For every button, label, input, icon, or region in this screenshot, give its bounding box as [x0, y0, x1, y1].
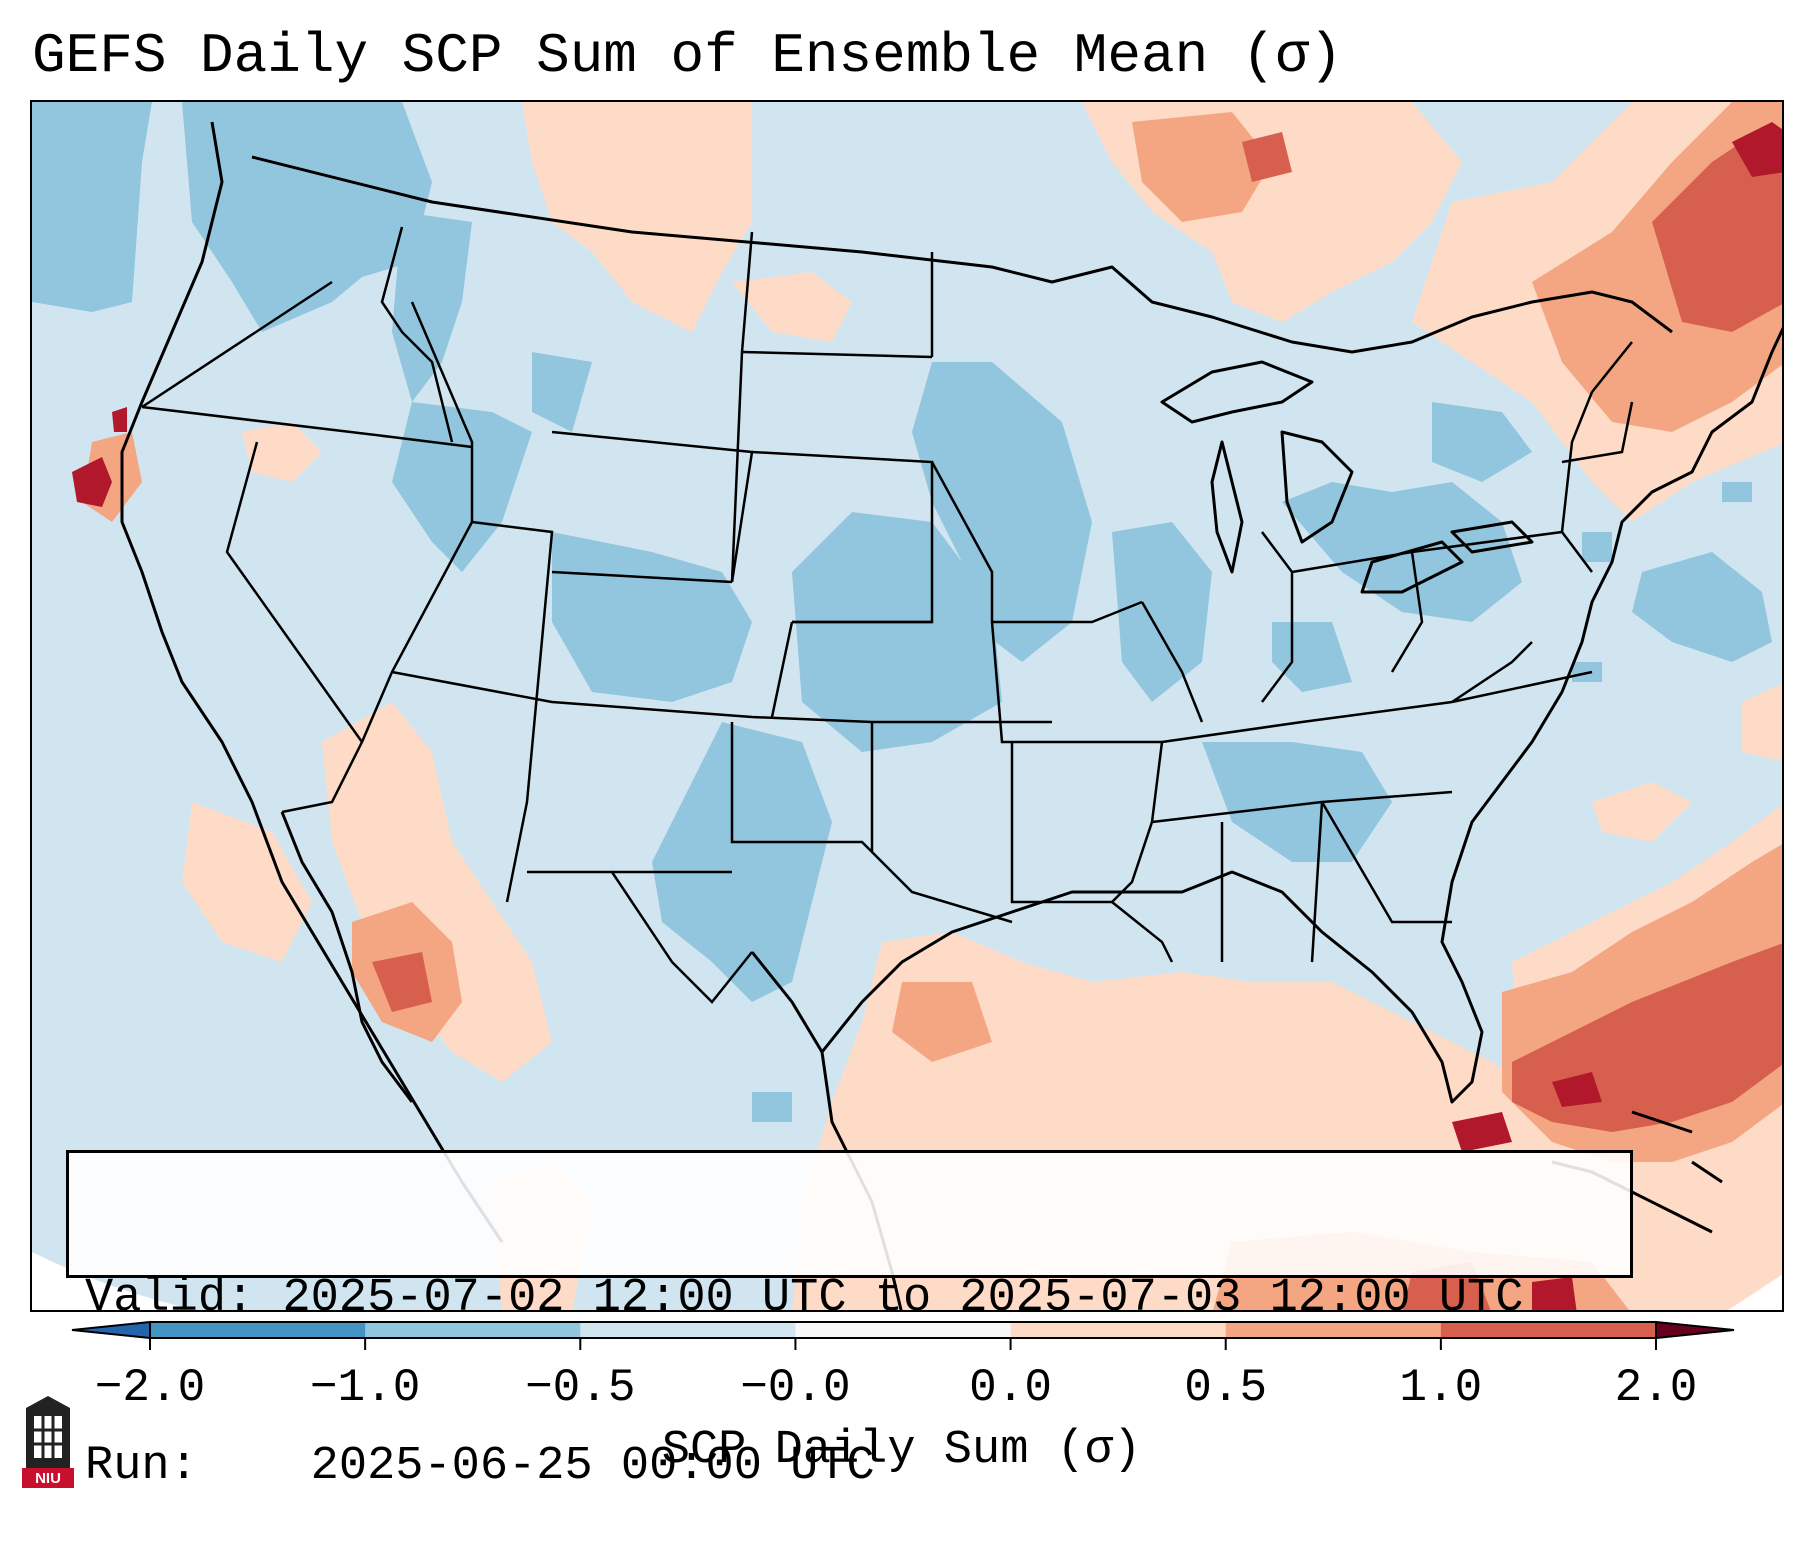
map-panel: [30, 100, 1784, 1312]
niu-logo: [22, 1396, 74, 1488]
run-value: 2025-06-25 00:00 UTC: [310, 1440, 875, 1493]
colorbar-tick-label: −0.5: [525, 1362, 636, 1414]
colorbar-tick-label: 1.0: [1399, 1362, 1483, 1414]
projection-edge-left: [32, 1252, 195, 1310]
valid-run-infobox: Valid: 2025-07-02 12:00 UTC to 2025-07-0…: [66, 1150, 1633, 1493]
valid-row: Valid: 2025-07-02 12:00 UTC to 2025-07-0…: [85, 1271, 1614, 1327]
colorbar-tick-label: 2.0: [1614, 1362, 1698, 1414]
state-borders: [141, 226, 1634, 1004]
projection-edge-right: [1728, 1274, 1782, 1310]
valid-value: 2025-07-02 12:00 UTC to 2025-07-03 12:00…: [282, 1272, 1524, 1325]
colorbar-tick-label: 0.5: [1184, 1362, 1268, 1414]
run-label: Run:: [85, 1440, 198, 1493]
run-row: Run: 2025-06-25 00:00 UTC: [85, 1439, 1614, 1495]
colorbar-label: SCP Daily Sum (σ): [661, 1424, 1142, 1477]
valid-label: Valid:: [85, 1272, 255, 1325]
figure-title: GEFS Daily SCP Sum of Ensemble Mean (σ): [32, 24, 1343, 88]
anomaly-positive-max: [72, 122, 1782, 1310]
colorbar-tick-label: −0.0: [740, 1362, 851, 1414]
anomaly-negative-medium: [32, 102, 1772, 1122]
colorbar-tick-label: −2.0: [94, 1362, 206, 1414]
niu-logo-text: NIU: [35, 1470, 61, 1487]
map-canvas: [32, 102, 1782, 1310]
colorbar-tick-label: 0.0: [969, 1362, 1052, 1414]
colorbar-extend-high: [1655, 1320, 1735, 1340]
colorbar-tick-label: −1.0: [309, 1362, 421, 1414]
